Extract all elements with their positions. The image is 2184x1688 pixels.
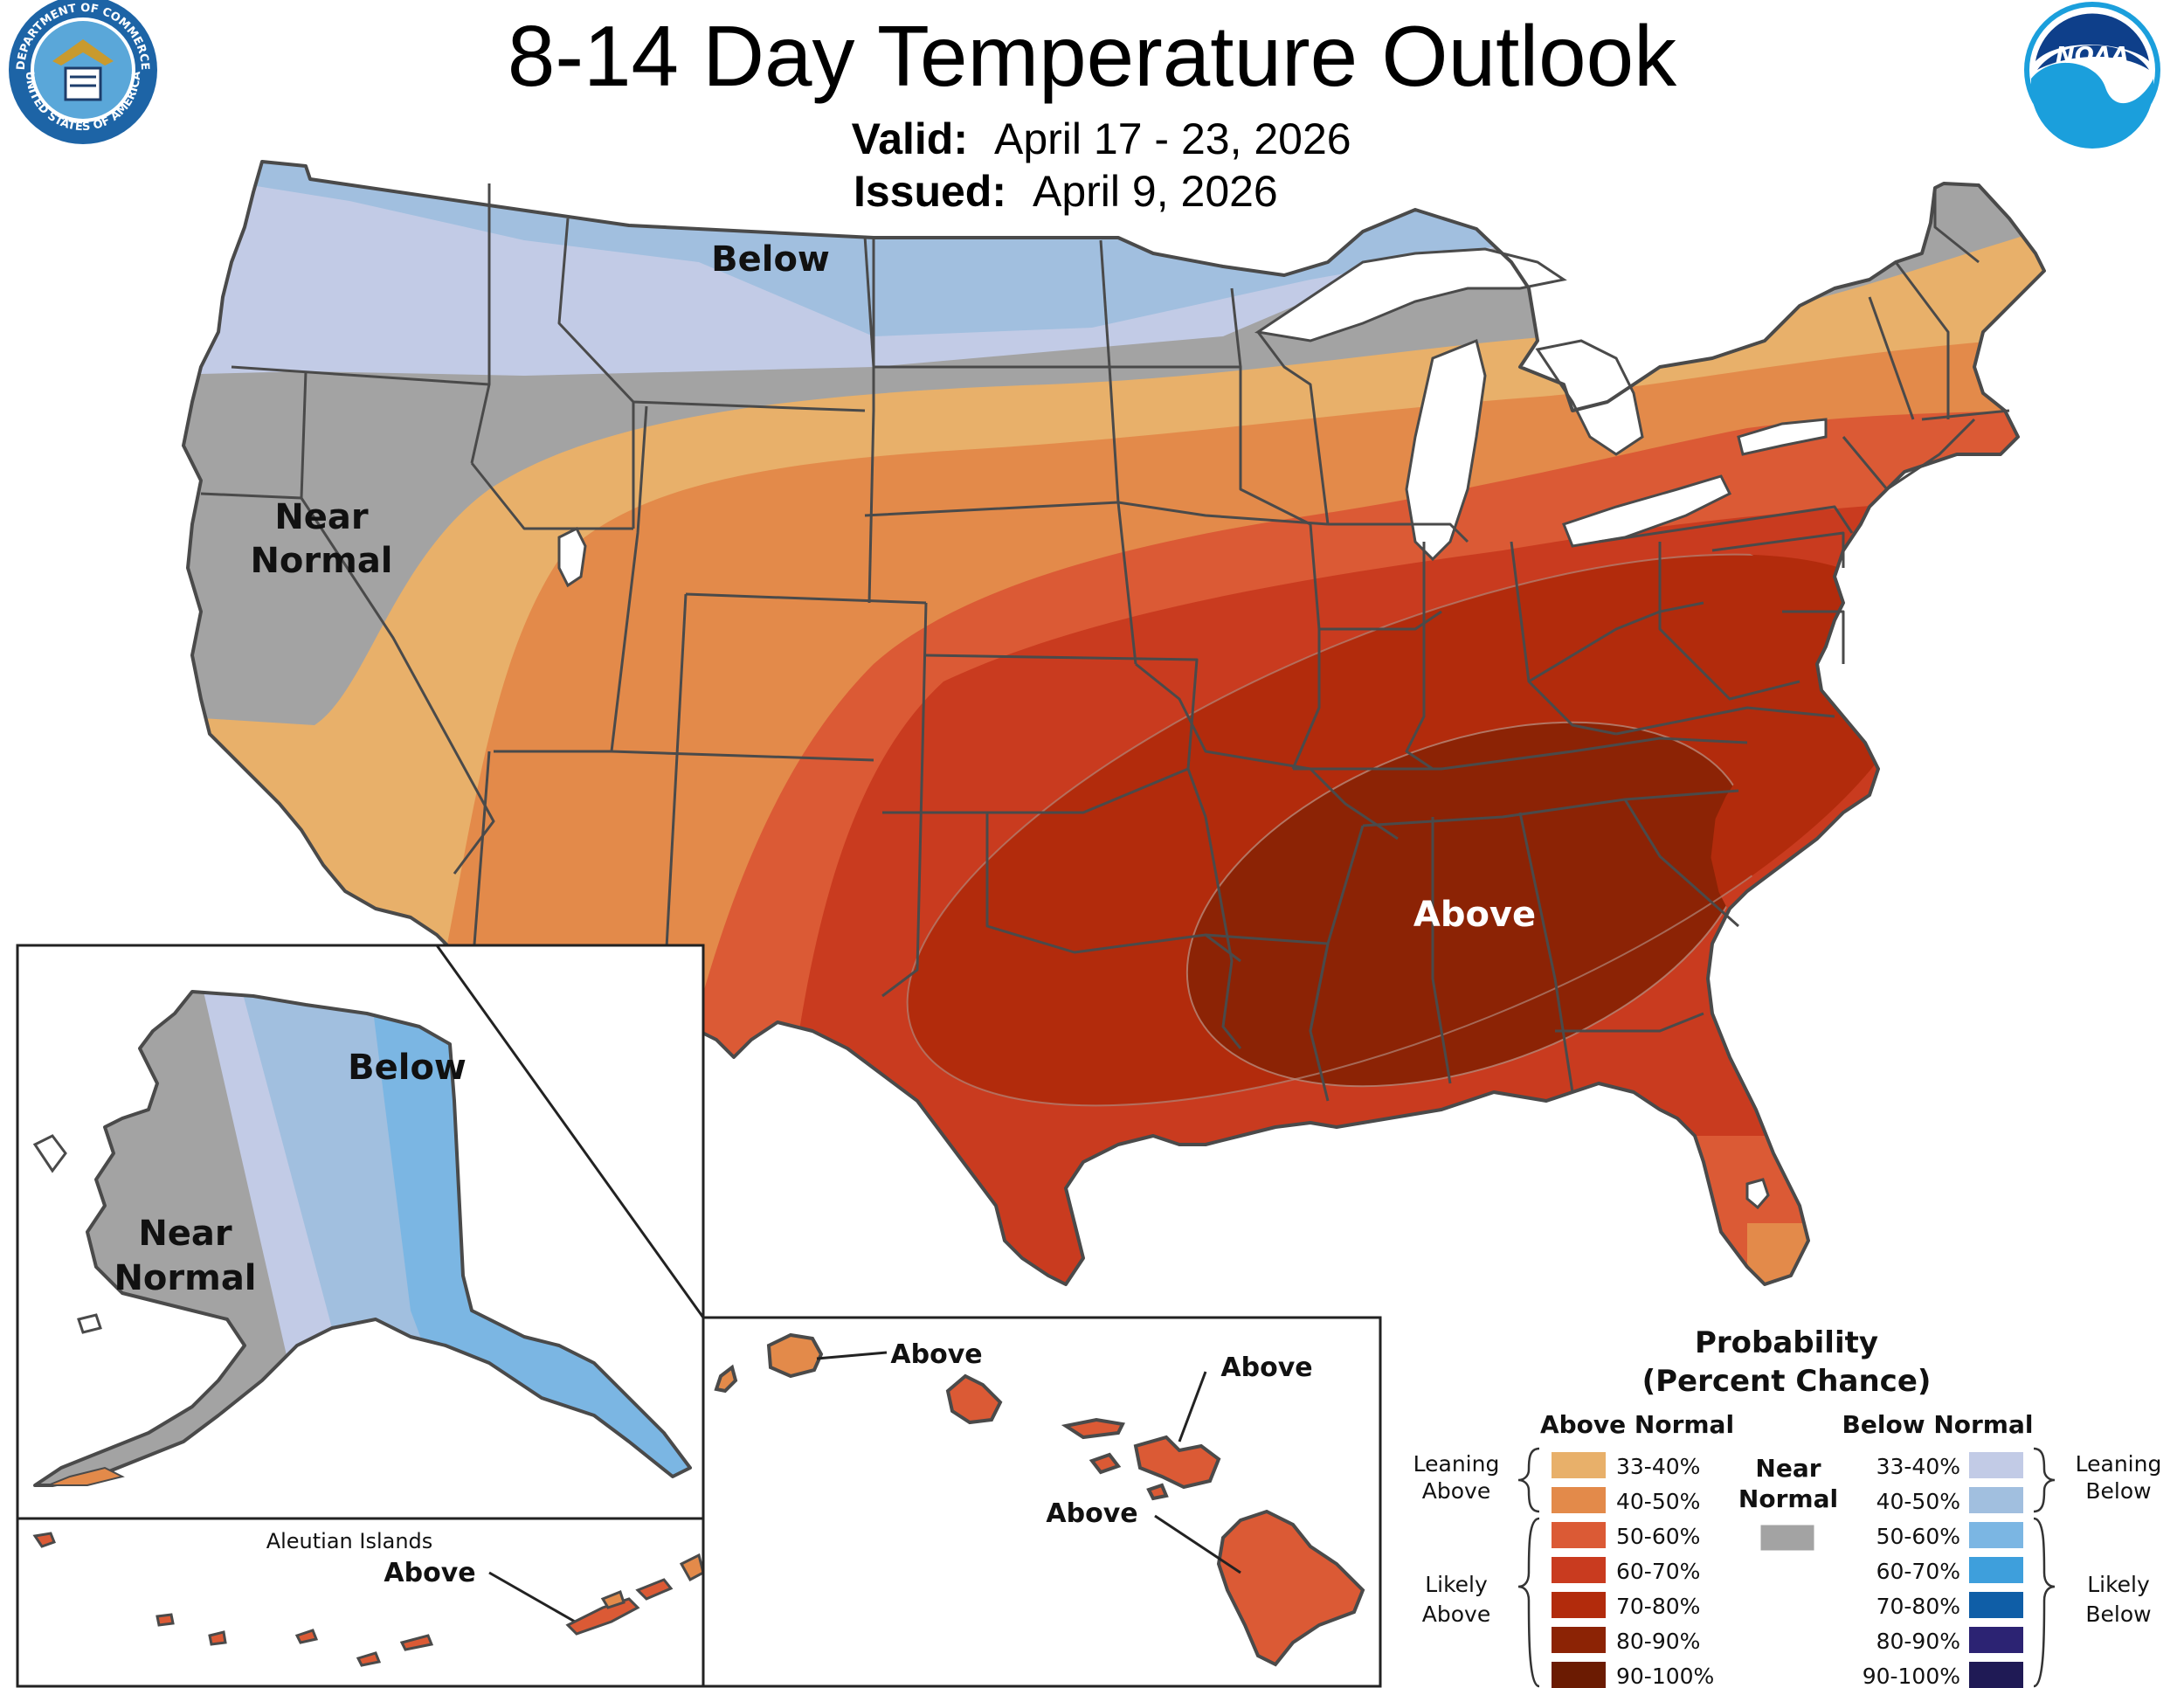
legend-likely-above-1: Likely [1425,1572,1488,1597]
conus-near-normal-label-2: Normal [250,541,392,581]
aleutian-title: Aleutian Islands [266,1529,433,1553]
department-of-commerce-seal: DEPARTMENT OF COMMERCE UNITED STATES OF … [9,0,157,144]
issued-date: April 9, 2026 [1033,167,1278,216]
legend-above-swatch-5 [1552,1627,1606,1653]
alaska-near-normal-label-1: Near [138,1214,232,1254]
big-island [1216,1509,1365,1667]
conus-above-label: Above [1413,895,1536,935]
hawaii-big-island-above-label: Above [1046,1498,1137,1529]
legend-leaning-below-2: Below [2085,1478,2151,1504]
legend-below-range-5: 80-90% [1876,1629,1960,1654]
alaska-below-label: Below [348,1048,467,1088]
legend-below-rows: 33-40% 40-50% 50-60% 60-70% 70-80% 80-90% 90-1… [1863,1452,2023,1688]
state-borders [200,183,2010,1102]
legend-below-swatch-3 [1969,1557,2023,1583]
aleutian-above-label: Above [384,1558,475,1588]
legend-below-swatch-4 [1969,1592,2023,1618]
legend-near-normal-2: Normal [1738,1484,1838,1513]
page-title: 8-14 Day Temperature Outlook [508,8,1677,104]
maui-island [1133,1435,1221,1490]
legend-below-swatch-0 [1969,1452,2023,1478]
legend-likely-above-2: Above [1422,1602,1490,1627]
noaa-logo: NOAA [2024,2,2160,149]
legend-below-swatch-2 [1969,1522,2023,1548]
legend-below-range-4: 70-80% [1876,1594,1960,1619]
legend-leaning-above-1: Leaning [1413,1451,1500,1477]
legend-above-range-3: 60-70% [1616,1559,1700,1584]
hawaii-inset: Above Above Above [702,1316,1382,1688]
legend-near-normal-1: Near [1755,1454,1821,1483]
legend-above-range-0: 33-40% [1616,1454,1700,1479]
legend-title-1: Probability [1695,1325,1878,1360]
legend-below-swatch-5 [1969,1627,2023,1653]
legend-above-range-6: 90-100% [1616,1664,1714,1688]
legend-below-range-1: 40-50% [1876,1489,1960,1514]
legend-above-swatch-2 [1552,1522,1606,1548]
legend-below-swatch-6 [1969,1662,2023,1688]
legend-below-range-0: 33-40% [1876,1454,1960,1479]
legend-leaning-above-2: Above [1422,1478,1490,1504]
alaska-inset: Below Near Normal [16,944,705,1520]
hawaii-oahu-above-label: Above [1220,1352,1312,1383]
legend-above-range-4: 70-80% [1616,1594,1700,1619]
legend-likely-below-2: Below [2085,1602,2151,1627]
legend-below-swatch-1 [1969,1487,2023,1513]
legend-below-range-3: 60-70% [1876,1559,1960,1584]
legend-above-range-1: 40-50% [1616,1489,1700,1514]
legend-above-swatch-1 [1552,1487,1606,1513]
valid-dates: April 17 - 23, 2026 [994,114,1351,163]
legend-below-range-2: 50-60% [1876,1524,1960,1549]
legend-above-swatch-6 [1552,1662,1606,1688]
legend-leaning-below-1: Leaning [2076,1451,2162,1477]
legend: Probability (Percent Chance) Above Norma… [1413,1325,2162,1688]
issued-label: Issued: [854,167,1006,216]
legend-above-swatch-0 [1552,1452,1606,1478]
legend-above-range-2: 50-60% [1616,1524,1700,1549]
oahu-island [945,1373,1003,1425]
aleutian-inset: Aleutian Islands Above [16,1517,705,1688]
legend-above-range-5: 80-90% [1616,1629,1700,1654]
legend-above-swatch-3 [1552,1557,1606,1583]
legend-title-2: (Percent Chance) [1642,1364,1932,1399]
noaa-logo-text: NOAA [2056,43,2129,69]
kauai-island [766,1332,824,1379]
legend-below-header: Below Normal [1842,1410,2034,1439]
alaska-near-normal-label-2: Normal [114,1258,256,1298]
legend-above-swatch-4 [1552,1592,1606,1618]
above-80-90-zone [1186,722,1749,1087]
legend-above-rows: 33-40% 40-50% 50-60% 60-70% 70-80% 80-90% 90-1… [1552,1452,1714,1688]
conus-near-normal-label-1: Near [274,497,369,537]
legend-likely-below-1: Likely [2087,1572,2150,1597]
conus-below-label: Below [711,239,830,280]
legend-below-range-6: 90-100% [1863,1664,1960,1688]
hawaii-kauai-above-label: Above [890,1339,982,1370]
valid-label: Valid: [852,114,968,163]
great-lakes [557,247,1828,1210]
legend-near-normal-swatch [1759,1524,1815,1552]
legend-above-header: Above Normal [1540,1410,1734,1439]
